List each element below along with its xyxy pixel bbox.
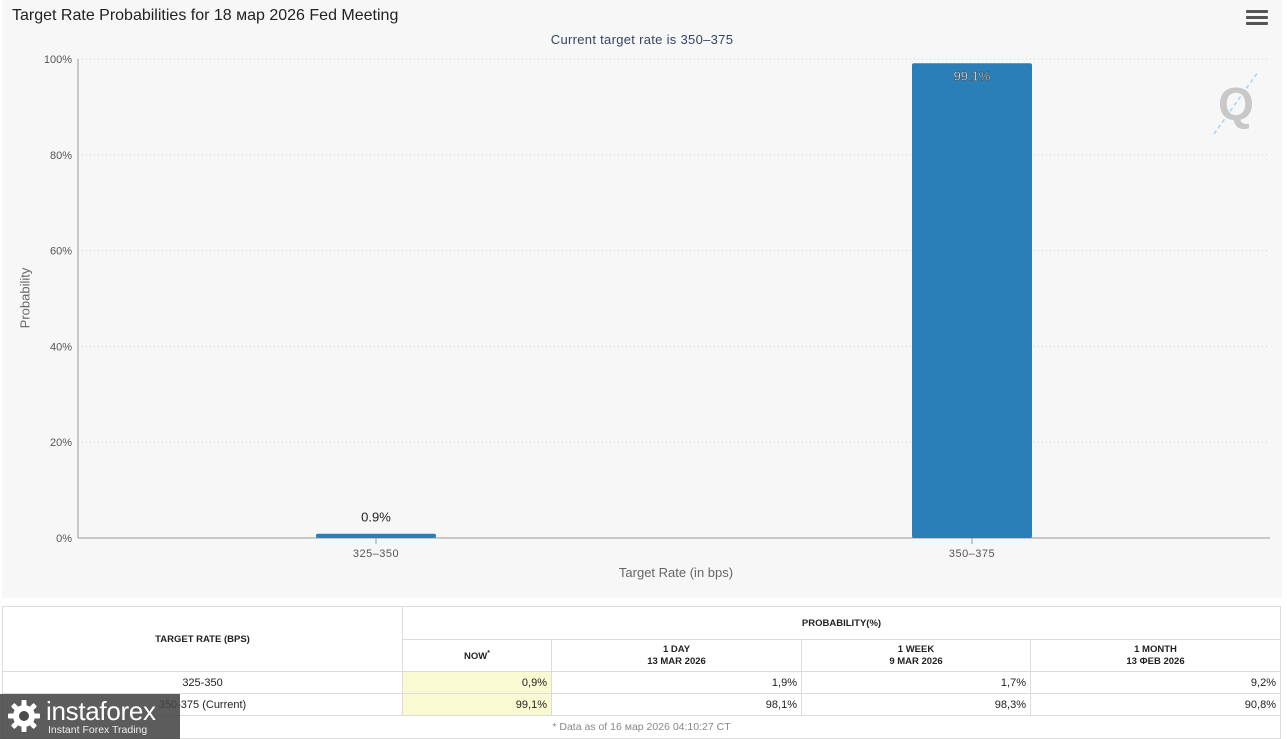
svg-text:Q: Q	[1218, 78, 1254, 130]
y-axis-label: Probability	[17, 267, 33, 329]
cell-rate: 325-350	[2, 671, 403, 694]
y-tick-label: 80%	[50, 150, 72, 162]
chart-subtitle: Current target rate is 350–375	[550, 32, 734, 47]
hamburger-menu-icon[interactable]	[1246, 10, 1268, 28]
chart-title: Target Rate Probabilities for 18 мар 202…	[12, 7, 399, 24]
y-tick-label: 20%	[50, 437, 72, 449]
logo-name: instaforex	[46, 696, 156, 726]
y-tick-label: 60%	[50, 246, 72, 258]
bar-chart: 0% 20% 40% 60% 80% 100% 325–350 0.9% 350–375 99.1…	[44, 54, 1270, 560]
chart-panel: 0% 20% 40% 60% 80% 100% 325–350 0.9% 350–375 99.1…	[2, 0, 1282, 598]
cell-1-day: 1,9%	[551, 671, 802, 694]
col-header-1-week: 1 WEEK 9 MAR 2026	[801, 639, 1031, 672]
x-tick-label: 325–350	[353, 548, 399, 560]
footnote-row: * Data as of 16 мар 2026 04:10:27 CT	[2, 715, 1281, 739]
col-header-target-rate: TARGET RATE (BPS)	[2, 606, 403, 672]
gear-logo-icon	[8, 700, 40, 732]
data-label: 99.1%	[954, 68, 991, 83]
logo-tagline: Instant Forex Trading	[48, 724, 148, 736]
cell-1-day: 98,1%	[551, 693, 802, 716]
table-row: 325-350 0,9% 1,9% 1,7% 9,2%	[2, 671, 1281, 694]
col-header-1-day: 1 DAY 13 MAR 2026	[551, 639, 802, 672]
cell-1-week: 1,7%	[801, 671, 1031, 694]
cell-1-week: 98,3%	[801, 693, 1031, 716]
bar	[912, 63, 1032, 538]
col-header-probability: PROBABILITY(%)	[402, 606, 1281, 640]
y-tick-label: 100%	[44, 54, 72, 66]
data-timestamp-footnote: * Data as of 16 мар 2026 04:10:27 CT	[2, 715, 1281, 739]
cell-now: 99,1%	[402, 693, 552, 716]
data-label: 0.9%	[361, 510, 391, 525]
x-tick-label: 350–375	[949, 548, 995, 560]
cell-1-month: 90,8%	[1030, 693, 1281, 716]
col-header-now: NOW*	[402, 639, 552, 672]
quikstrike-watermark-icon: Q	[1213, 71, 1259, 135]
table-row: 350-375 (Current) 99,1% 98,1% 98,3% 90,8…	[2, 693, 1281, 716]
cell-now: 0,9%	[402, 671, 552, 694]
bar	[316, 533, 436, 538]
x-axis-label: Target Rate (in bps)	[618, 565, 734, 580]
instaforex-logo: instaforex Instant Forex Trading	[0, 694, 180, 739]
y-tick-label: 0%	[56, 533, 72, 545]
y-tick-label: 40%	[50, 341, 72, 353]
probability-table: TARGET RATE (BPS) PROBABILITY(%) NOW* 1 …	[2, 606, 1281, 739]
col-header-1-month: 1 MONTH 13 ФЕВ 2026	[1030, 639, 1281, 672]
cell-1-month: 9,2%	[1030, 671, 1281, 694]
